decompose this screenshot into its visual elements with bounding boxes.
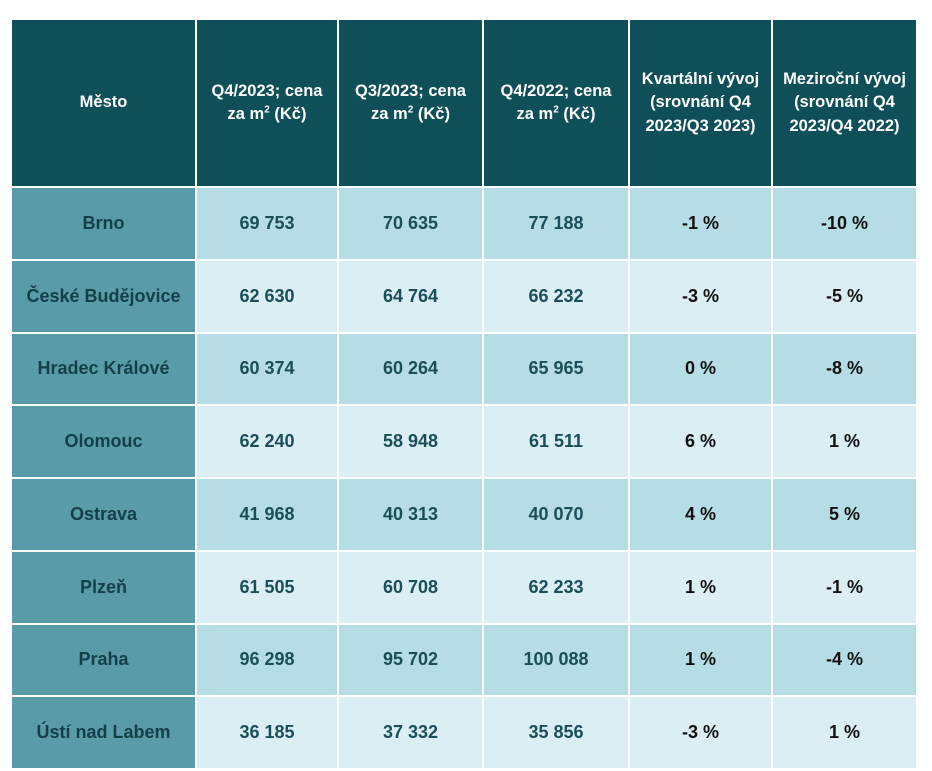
price-table: Město Q4/2023; cena za m2 (Kč) Q3/2023; ce… (12, 20, 916, 768)
header-text: Q3/2023; cena za m2 (Kč) (345, 80, 476, 126)
header-text-part: Q4/2023; cena za m (211, 81, 323, 123)
data-cell: 40 070 (484, 479, 628, 550)
header-text-part: (Kč) (558, 105, 596, 123)
data-cell: 95 702 (339, 624, 482, 696)
superscript: 2 (407, 104, 414, 116)
header-cell: Město (12, 20, 195, 186)
city-cell: Hradec Králové (12, 333, 195, 405)
header-text-part: Q3/2023; cena za m (355, 81, 466, 123)
data-cell: 0 % (630, 333, 771, 405)
city-cell: České Budějovice (12, 260, 195, 332)
data-cell: 69 753 (197, 188, 337, 259)
header-text-part: (Kč) (269, 105, 307, 123)
data-cell: 64 764 (339, 260, 482, 332)
city-cell: Olomouc (12, 406, 195, 477)
data-cell: -8 % (773, 333, 916, 405)
data-cell: 5 % (773, 479, 916, 550)
data-cell: 96 298 (197, 624, 337, 696)
header-text-part: Q4/2022; cena za m (500, 81, 612, 123)
superscript: 2 (553, 104, 559, 116)
city-cell: Ústí nad Labem (12, 697, 195, 768)
data-cell: 40 313 (339, 479, 482, 550)
header-cell: Q3/2023; cena za m2 (Kč) (339, 20, 482, 186)
data-cell: 100 088 (484, 624, 628, 696)
data-cell: 60 264 (339, 333, 482, 405)
data-cell: 77 188 (484, 188, 628, 259)
data-cell: 60 374 (197, 333, 337, 405)
header-text: Q4/2023; cena za m2 (Kč) (203, 80, 331, 126)
city-cell: Brno (12, 188, 195, 259)
data-cell: 1 % (773, 697, 916, 768)
city-cell: Ostrava (12, 479, 195, 550)
superscript: 2 (264, 104, 270, 116)
city-cell: Praha (12, 624, 195, 696)
data-cell: 62 240 (197, 406, 337, 477)
data-cell: -3 % (630, 260, 771, 332)
header-cell: Q4/2023; cena za m2 (Kč) (197, 20, 337, 186)
data-cell: 60 708 (339, 551, 482, 623)
data-cell: 4 % (630, 479, 771, 550)
data-cell: 61 511 (484, 406, 628, 477)
data-cell: 61 505 (197, 551, 337, 623)
data-cell: 1 % (773, 406, 916, 477)
city-cell: Plzeň (12, 551, 195, 623)
data-cell: 62 233 (484, 551, 628, 623)
header-text-part: (Kč) (413, 105, 450, 123)
data-cell: 1 % (630, 551, 771, 623)
data-cell: -3 % (630, 697, 771, 768)
data-cell: 65 965 (484, 333, 628, 405)
data-cell: -10 % (773, 188, 916, 259)
data-cell: 70 635 (339, 188, 482, 259)
header-cell: Kvartální vývoj (srovnání Q4 2023/Q3 202… (630, 20, 771, 186)
data-cell: -4 % (773, 624, 916, 696)
data-cell: 41 968 (197, 479, 337, 550)
data-cell: 66 232 (484, 260, 628, 332)
data-cell: 36 185 (197, 697, 337, 768)
data-cell: 1 % (630, 624, 771, 696)
data-cell: 58 948 (339, 406, 482, 477)
data-cell: -1 % (773, 551, 916, 623)
header-text: Q4/2022; cena za m2 (Kč) (490, 80, 622, 126)
data-cell: 37 332 (339, 697, 482, 768)
data-cell: 62 630 (197, 260, 337, 332)
header-cell: Meziroční vývoj (srovnání Q4 2023/Q4 202… (773, 20, 916, 186)
header-cell: Q4/2022; cena za m2 (Kč) (484, 20, 628, 186)
data-cell: -1 % (630, 188, 771, 259)
data-cell: 35 856 (484, 697, 628, 768)
data-cell: 6 % (630, 406, 771, 477)
data-cell: -5 % (773, 260, 916, 332)
